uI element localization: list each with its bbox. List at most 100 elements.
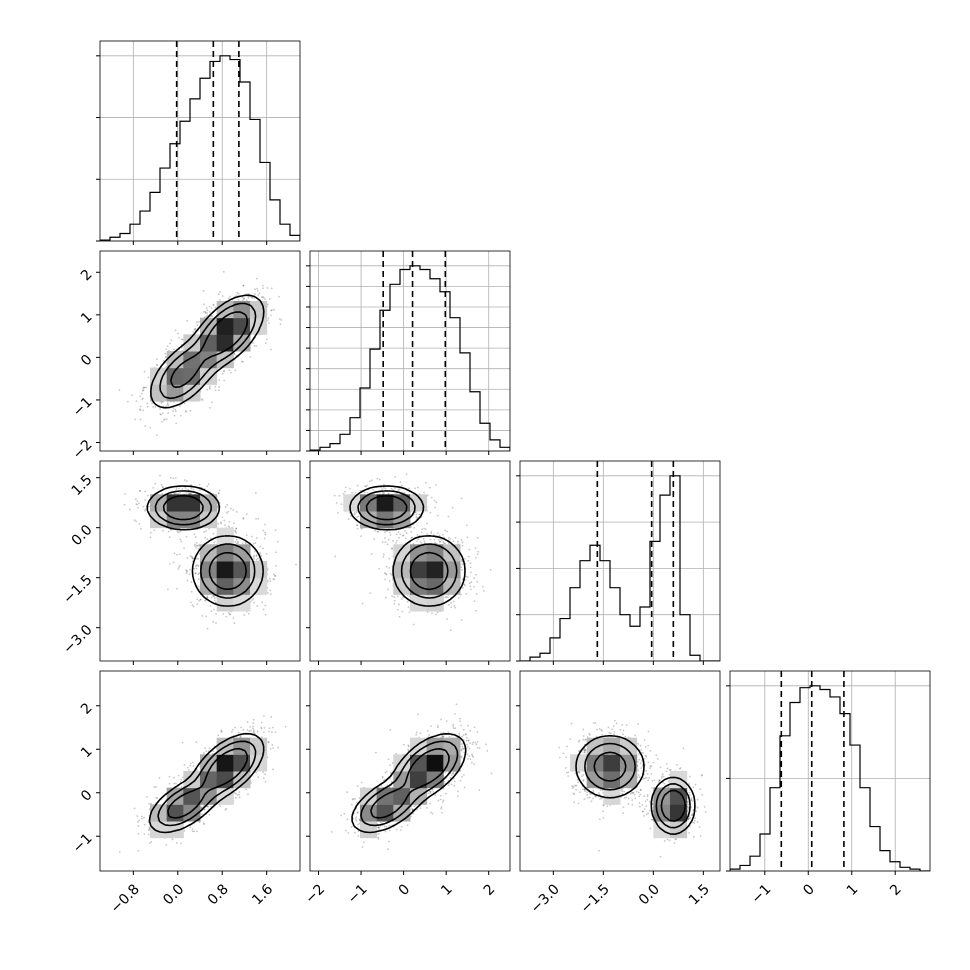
- scatter-point: [144, 509, 146, 512]
- density-cell: [200, 561, 218, 579]
- scatter-point: [175, 422, 178, 425]
- scatter-point: [396, 533, 398, 536]
- scatter-point: [155, 797, 158, 799]
- scatter-point: [159, 408, 162, 411]
- scatter-point: [214, 389, 217, 392]
- scatter-point: [169, 342, 172, 345]
- density-cell: [376, 494, 394, 512]
- scatter-point: [470, 571, 472, 574]
- scatter-point: [200, 398, 203, 401]
- scatter-point: [147, 833, 150, 836]
- scatter-point: [173, 492, 176, 495]
- scatter-point: [255, 554, 258, 557]
- scatter-point: [205, 615, 208, 618]
- scatter-point: [167, 404, 170, 407]
- scatter-point: [174, 477, 177, 479]
- scatter-point: [252, 542, 255, 545]
- scatter-point: [404, 529, 406, 532]
- scatter-point: [185, 480, 188, 483]
- scatter-point: [149, 531, 152, 534]
- scatter-point: [460, 497, 463, 500]
- scatter-point: [387, 492, 390, 495]
- scatter-point: [359, 489, 362, 492]
- density-cell: [150, 367, 168, 385]
- scatter-point: [241, 360, 244, 363]
- contours-2-1: [349, 485, 466, 607]
- scatter-point: [271, 744, 274, 746]
- scatter-point: [457, 597, 460, 599]
- scatter-point: [401, 484, 403, 487]
- scatter-point: [189, 601, 192, 604]
- scatter-point: [376, 530, 379, 533]
- panel-0-0: [96, 40, 301, 245]
- y-tick-label-1-2: 0: [78, 352, 96, 370]
- scatter-point: [262, 296, 265, 299]
- scatter-point: [235, 531, 238, 534]
- scatter-point: [205, 307, 208, 310]
- scatter-point: [149, 536, 152, 539]
- scatter-point: [275, 564, 277, 567]
- scatter-point: [399, 481, 402, 484]
- scatter-point: [337, 512, 339, 514]
- scatter-point: [224, 506, 227, 508]
- scatter-point: [153, 529, 156, 532]
- scatter-point: [406, 600, 409, 603]
- scatter-point: [204, 311, 207, 314]
- scatter-point: [264, 773, 267, 776]
- y-tick-label-2-1: −1.5: [60, 572, 95, 607]
- scatter-point: [162, 486, 164, 489]
- scatter-point: [196, 603, 199, 605]
- scatter-point: [461, 568, 463, 571]
- scatter-point: [235, 511, 238, 513]
- scatter-point: [436, 514, 439, 517]
- scatter-point: [242, 284, 245, 287]
- scatter-point: [268, 322, 270, 325]
- scatter-point: [180, 338, 183, 341]
- scatter-point: [142, 397, 144, 400]
- scatter-point: [264, 613, 267, 616]
- scatter-point: [243, 614, 246, 616]
- scatter-point: [176, 587, 178, 590]
- scatter-point: [134, 418, 137, 421]
- scatter-point: [197, 578, 200, 581]
- scatter-point: [230, 507, 232, 510]
- scatter-point: [142, 386, 145, 389]
- scatter-point: [180, 785, 183, 788]
- scatter-point: [162, 401, 164, 403]
- scatter-point: [146, 405, 149, 408]
- scatter-point: [141, 398, 144, 401]
- scatter-point: [279, 323, 282, 326]
- density-cell: [410, 594, 428, 612]
- scatter-point: [440, 538, 443, 541]
- scatter-point: [198, 821, 201, 823]
- scatter-point: [261, 284, 264, 287]
- scatter-point: [138, 819, 140, 822]
- scatter-point: [148, 828, 151, 831]
- scatter-point: [145, 386, 148, 389]
- scatter-point: [244, 542, 247, 545]
- scatter-point: [469, 566, 472, 569]
- scatter-point: [403, 492, 406, 494]
- scatter-point: [390, 547, 393, 550]
- scatter-point: [177, 487, 180, 490]
- scatter-point: [238, 796, 241, 799]
- scatter-point: [203, 303, 205, 306]
- scatter-point: [257, 517, 260, 520]
- contour-line-1-0-0: [169, 311, 249, 388]
- scatter-point: [273, 578, 276, 581]
- scatter-point: [194, 536, 197, 538]
- density-cell: [216, 577, 234, 595]
- scatter-point: [176, 530, 179, 533]
- scatter-point: [139, 409, 142, 412]
- scatter-point: [255, 537, 258, 539]
- scatter-point: [247, 296, 250, 299]
- scatter-point: [223, 370, 226, 372]
- scatter-point: [445, 595, 448, 598]
- scatter-point: [423, 491, 425, 494]
- scatter-point: [363, 485, 366, 488]
- scatter-point: [141, 389, 144, 392]
- scatter-point: [434, 542, 437, 544]
- scatter-point: [218, 385, 221, 388]
- scatter-point: [269, 314, 272, 317]
- scatter-point: [209, 406, 211, 409]
